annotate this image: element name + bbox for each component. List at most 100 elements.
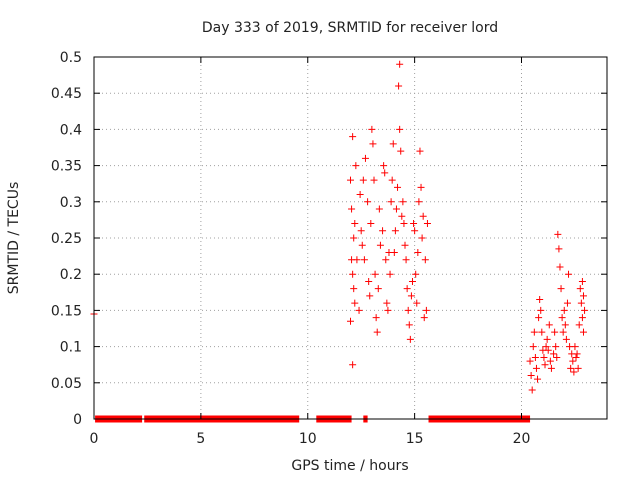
data-point bbox=[530, 328, 538, 336]
data-point bbox=[577, 299, 585, 307]
data-point bbox=[352, 162, 360, 170]
data-point bbox=[376, 241, 384, 249]
data-point bbox=[418, 234, 426, 242]
y-tick-label: 0.1 bbox=[60, 340, 82, 356]
y-tick-label: 0.25 bbox=[51, 231, 82, 247]
data-point bbox=[556, 263, 564, 271]
data-point bbox=[359, 176, 367, 184]
data-point bbox=[410, 220, 418, 228]
data-point bbox=[423, 220, 431, 228]
data-point bbox=[414, 248, 422, 256]
data-point bbox=[392, 205, 400, 213]
data-point bbox=[390, 248, 398, 256]
data-point bbox=[416, 147, 424, 155]
data-point bbox=[374, 285, 382, 293]
data-point bbox=[422, 306, 430, 314]
data-point bbox=[370, 176, 378, 184]
data-point bbox=[531, 353, 539, 361]
data-point bbox=[537, 306, 545, 314]
data-point bbox=[562, 335, 570, 343]
data-point bbox=[417, 183, 425, 191]
data-point bbox=[528, 386, 536, 394]
data-point bbox=[395, 82, 403, 90]
data-point bbox=[367, 220, 375, 228]
y-tick-label: 0.3 bbox=[60, 195, 82, 211]
data-point bbox=[545, 321, 553, 329]
data-point bbox=[349, 133, 357, 141]
data-point bbox=[535, 314, 543, 322]
data-point bbox=[560, 306, 568, 314]
data-point bbox=[540, 353, 548, 361]
data-point bbox=[371, 270, 379, 278]
data-point bbox=[360, 256, 368, 264]
data-point bbox=[396, 125, 404, 133]
data-point bbox=[532, 364, 540, 372]
data-point bbox=[401, 241, 409, 249]
y-tick-label: 0.45 bbox=[51, 86, 82, 102]
data-point bbox=[396, 60, 404, 68]
data-point bbox=[347, 317, 354, 325]
data-point bbox=[565, 270, 573, 278]
y-tick-label: 0.35 bbox=[51, 159, 82, 175]
data-point bbox=[526, 357, 534, 365]
data-point bbox=[399, 198, 407, 206]
data-point bbox=[550, 350, 558, 358]
data-point bbox=[368, 125, 376, 133]
x-tick-label: 10 bbox=[299, 431, 317, 447]
data-point bbox=[569, 357, 577, 365]
data-point bbox=[355, 306, 363, 314]
data-point bbox=[403, 285, 411, 293]
data-point bbox=[349, 361, 357, 369]
data-point bbox=[350, 234, 358, 242]
data-point bbox=[387, 198, 395, 206]
data-point bbox=[541, 361, 549, 369]
data-point bbox=[373, 328, 381, 336]
data-point bbox=[347, 176, 354, 184]
data-point bbox=[408, 277, 416, 285]
data-point bbox=[383, 299, 391, 307]
data-point bbox=[388, 176, 396, 184]
y-tick-label: 0.4 bbox=[60, 122, 82, 138]
data-point bbox=[567, 364, 575, 372]
data-markers bbox=[90, 60, 589, 394]
data-point bbox=[575, 321, 583, 329]
data-point bbox=[544, 346, 552, 354]
data-point bbox=[420, 314, 428, 322]
data-point bbox=[534, 375, 542, 383]
data-point bbox=[364, 198, 372, 206]
x-tick-label: 20 bbox=[513, 431, 531, 447]
data-point bbox=[358, 241, 366, 249]
data-point bbox=[543, 335, 551, 343]
data-point bbox=[400, 220, 408, 228]
y-tick-label: 0.2 bbox=[60, 267, 82, 283]
data-point bbox=[536, 296, 544, 304]
data-point bbox=[398, 212, 406, 220]
data-point bbox=[538, 328, 546, 336]
data-point bbox=[579, 328, 587, 336]
data-point bbox=[353, 256, 361, 264]
data-point bbox=[412, 270, 420, 278]
y-tick-label: 0.05 bbox=[51, 376, 82, 392]
data-point bbox=[361, 154, 369, 162]
data-point bbox=[419, 212, 427, 220]
data-point bbox=[365, 277, 373, 285]
data-point bbox=[382, 256, 390, 264]
data-point bbox=[578, 314, 586, 322]
data-point bbox=[554, 230, 562, 238]
data-point bbox=[559, 328, 567, 336]
y-tick-label: 0 bbox=[73, 412, 82, 428]
data-point bbox=[576, 285, 584, 293]
x-tick-label: 0 bbox=[90, 431, 99, 447]
data-point bbox=[552, 343, 560, 351]
data-point bbox=[404, 306, 412, 314]
data-point bbox=[380, 162, 388, 170]
data-point bbox=[579, 292, 587, 300]
data-point bbox=[555, 245, 563, 253]
data-point bbox=[375, 205, 383, 213]
data-point bbox=[397, 147, 405, 155]
data-point bbox=[571, 343, 579, 351]
data-point bbox=[542, 343, 550, 351]
data-point bbox=[573, 350, 581, 358]
y-axis-label: SRMTID / TECUs bbox=[6, 182, 22, 295]
data-point bbox=[551, 328, 559, 336]
